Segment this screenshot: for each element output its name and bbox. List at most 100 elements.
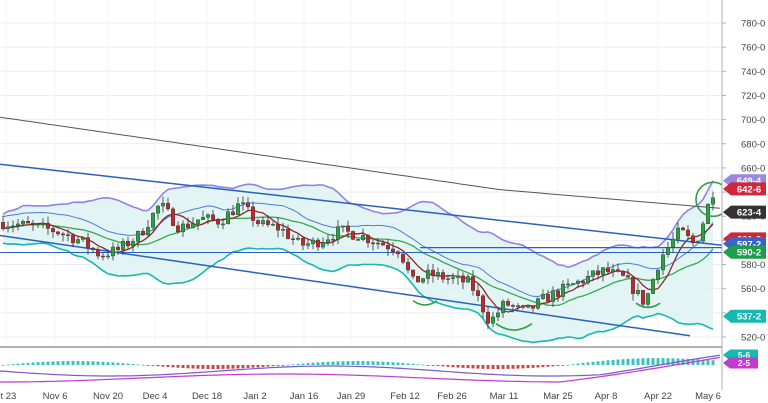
candle-up (661, 254, 666, 271)
candle-down (245, 202, 250, 208)
histogram-bar (401, 362, 405, 365)
oscillator-pane (0, 354, 721, 383)
x-tick-label: Jan 29 (337, 391, 366, 402)
histogram-bar (6, 364, 10, 366)
x-tick-label: Feb 12 (390, 391, 420, 402)
histogram-bar (591, 361, 595, 365)
histogram-bar (176, 365, 180, 368)
x-tick-label: Dec 4 (143, 391, 168, 402)
histogram-bar (471, 365, 475, 369)
candle-down (431, 269, 436, 276)
histogram-bar (271, 365, 275, 367)
histogram-bar (421, 364, 425, 366)
price-label-bg (723, 182, 766, 196)
histogram-bar (46, 361, 50, 365)
candle-down (286, 229, 291, 239)
histogram-bar (151, 365, 155, 366)
candle-up (321, 242, 326, 248)
histogram-bar (31, 362, 35, 365)
candle-up (501, 301, 506, 314)
histogram-bar (221, 365, 225, 369)
histogram-bar (441, 365, 445, 367)
candle-up (706, 203, 711, 224)
candle-down (476, 290, 481, 296)
moving-averages (0, 116, 721, 313)
candle-up (336, 226, 341, 240)
histogram-bar (146, 365, 150, 366)
candle-down (346, 225, 351, 232)
histogram-bar (196, 365, 200, 369)
candle-down (356, 239, 361, 241)
histogram-bar (106, 362, 110, 365)
histogram-bar (231, 365, 235, 369)
candle-up (21, 221, 26, 225)
candle-down (546, 294, 551, 302)
indicator-labels: 5-62-5 (723, 349, 758, 369)
x-tick-label: Apr 8 (595, 391, 618, 402)
candle-down (441, 272, 446, 280)
candle-down (401, 253, 406, 263)
candle-down (165, 202, 170, 210)
candle-down (366, 235, 371, 244)
arc-annotation-2 (495, 323, 533, 331)
histogram-bar (131, 363, 135, 365)
x-tick-label: Jan 16 (290, 391, 319, 402)
candle-down (521, 305, 526, 308)
histogram-bar (391, 362, 395, 365)
histogram-bar (386, 361, 390, 365)
histogram-bar (206, 365, 210, 369)
histogram-bar (116, 362, 120, 365)
histogram-bar (41, 361, 45, 365)
histogram-bar (276, 365, 280, 366)
candle-down (681, 227, 686, 231)
histogram-bar (21, 363, 25, 365)
candle-down (316, 239, 321, 248)
histogram-bar (66, 361, 70, 365)
histogram-bar (631, 358, 635, 365)
histogram-bar (311, 362, 315, 365)
arc-annotation-1 (412, 300, 438, 306)
histogram-bar (351, 361, 355, 365)
histogram-bar (251, 365, 255, 368)
candle-down (276, 224, 281, 231)
candle-up (80, 237, 85, 240)
candle-up (5, 226, 10, 229)
histogram-bar (701, 359, 705, 365)
candle-down (61, 233, 66, 236)
candle-up (466, 276, 471, 283)
histogram-bar (531, 365, 535, 368)
candle-up (281, 229, 286, 231)
candle-up (666, 247, 671, 255)
histogram-bar (306, 363, 310, 365)
annotations (412, 181, 722, 331)
candle-up (110, 246, 115, 257)
candlesticks (1, 191, 716, 330)
candle-down (416, 276, 421, 283)
candle-down (511, 305, 516, 307)
histogram-bar (321, 362, 325, 365)
histogram-bar (11, 364, 15, 365)
histogram-bar (611, 359, 615, 365)
histogram-bar (671, 358, 675, 365)
histogram-bar (496, 365, 500, 369)
price-label-bg (723, 245, 766, 259)
candle-up (361, 235, 366, 241)
histogram-bar (696, 359, 700, 365)
histogram-bar (601, 360, 605, 365)
candle-down (411, 269, 416, 277)
histogram-bar (346, 361, 350, 365)
histogram-bar (431, 365, 435, 366)
candle-up (220, 223, 225, 226)
trend-channel (0, 163, 722, 337)
candle-down (175, 225, 180, 233)
candle-up (36, 223, 41, 225)
candle-down (616, 269, 621, 272)
bollinger-upper (2, 180, 714, 269)
candle-down (250, 206, 255, 221)
x-tick-label: Jan 2 (243, 391, 266, 402)
candle-up (306, 243, 311, 246)
candle-up (561, 283, 566, 297)
price-label-bg (723, 309, 766, 323)
candle-down (125, 240, 130, 247)
histogram-bar (506, 365, 510, 369)
